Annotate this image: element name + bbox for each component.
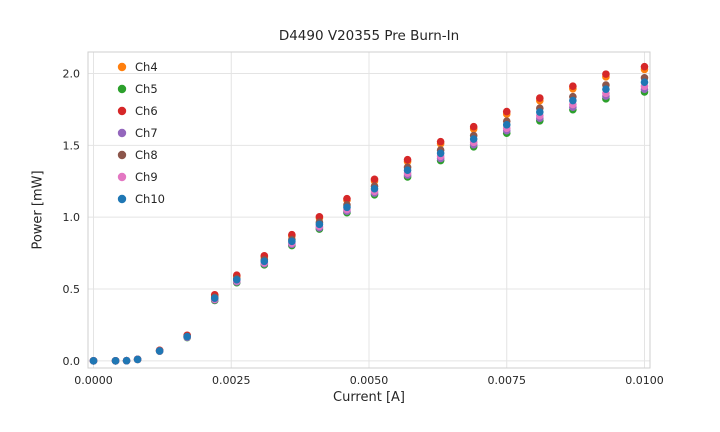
scatter-point-Ch10 [536, 108, 544, 116]
scatter-point-Ch10 [288, 237, 296, 246]
legend-label-Ch6: Ch6 [135, 104, 158, 118]
x-tick-label: 0.0100 [625, 374, 664, 387]
scatter-point-Ch6 [640, 62, 649, 71]
x-tick-label: 0.0075 [487, 374, 526, 387]
chart-title: D4490 V20355 Pre Burn-In [278, 28, 460, 44]
scatter-point-Ch10 [232, 276, 241, 284]
legend-marker-Ch10 [117, 194, 127, 204]
x-tick-label: 0.0000 [74, 374, 113, 387]
scatter-point-Ch6 [370, 175, 379, 184]
y-tick-label: 0.0 [63, 355, 81, 368]
legend-marker-Ch4 [117, 62, 127, 72]
scatter-point-Ch6 [436, 137, 445, 146]
legend-marker-Ch6 [117, 106, 127, 116]
scatter-point-Ch10 [370, 184, 379, 193]
scatter-point-Ch10 [122, 356, 131, 365]
scatter-point-Ch10 [133, 355, 142, 364]
scatter-point-Ch6 [469, 122, 478, 131]
x-axis-label: Current [A] [333, 390, 405, 405]
y-tick-label: 0.5 [63, 283, 81, 296]
scatter-point-Ch10 [569, 96, 577, 105]
scatter-point-Ch10 [210, 294, 219, 302]
scatter-point-Ch6 [569, 82, 577, 90]
y-tick-label: 1.0 [63, 211, 81, 224]
scatter-point-Ch10 [436, 149, 445, 158]
scatter-point-Ch10 [111, 357, 120, 365]
y-axis-label: Power [mW] [30, 170, 46, 250]
scatter-point-Ch10 [343, 203, 351, 212]
legend-label-Ch5: Ch5 [135, 82, 158, 96]
scatter-point-Ch10 [469, 135, 478, 143]
legend-marker-Ch8 [117, 150, 127, 160]
legend-label-Ch7: Ch7 [135, 126, 158, 140]
x-tick-label: 0.0050 [350, 374, 389, 387]
scatter-point-Ch10 [602, 85, 610, 94]
legend-marker-Ch5 [117, 84, 127, 94]
scatter-point-Ch10 [640, 78, 649, 86]
legend-marker-Ch9 [117, 172, 127, 182]
legend-marker-Ch7 [117, 128, 127, 138]
scatter-point-Ch10 [183, 332, 191, 341]
scatter-point-Ch10 [315, 220, 324, 229]
axes-border [87, 51, 651, 369]
scatter-point-Ch6 [403, 155, 412, 164]
scatter-point-Ch6 [602, 70, 610, 78]
legend-label-Ch4: Ch4 [135, 60, 158, 74]
scatter-point-Ch10 [403, 166, 412, 175]
scatter-point-Ch10 [502, 121, 511, 129]
scatter-point-Ch6 [536, 94, 544, 102]
scatter-point-Ch10 [155, 347, 164, 355]
legend-label-Ch10: Ch10 [135, 192, 165, 206]
y-tick-label: 1.5 [63, 139, 81, 152]
scatter-point-Ch6 [315, 212, 324, 221]
scatter-point-Ch10 [89, 357, 98, 365]
scatter-point-Ch6 [502, 107, 511, 116]
scatter-point-Ch10 [260, 257, 269, 266]
y-tick-label: 2.0 [63, 68, 81, 81]
legend-label-Ch8: Ch8 [135, 148, 158, 162]
scatter-point-Ch6 [343, 194, 351, 203]
legend-label-Ch9: Ch9 [135, 170, 158, 184]
x-tick-label: 0.0025 [212, 374, 251, 387]
